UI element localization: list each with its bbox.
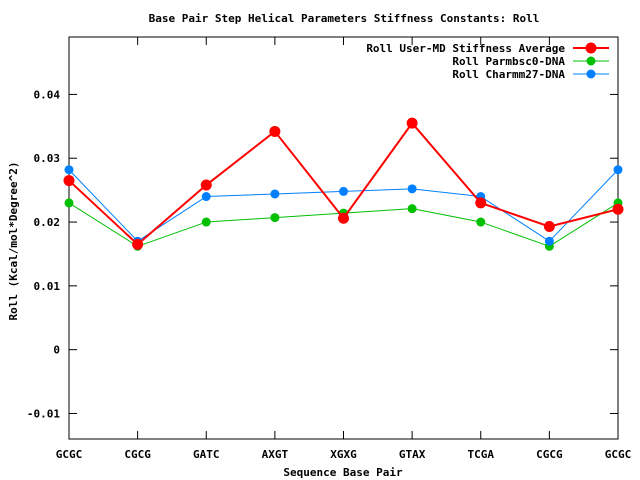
data-point bbox=[613, 165, 623, 175]
x-tick-label: CGCG bbox=[536, 448, 563, 461]
data-point bbox=[269, 125, 281, 137]
series-line bbox=[68, 122, 619, 246]
data-point bbox=[544, 236, 554, 246]
x-tick-label: GTAX bbox=[399, 448, 426, 461]
y-tick-label: -0.01 bbox=[27, 407, 60, 420]
series-layer bbox=[63, 117, 624, 251]
y-tick-label: 0.04 bbox=[34, 88, 61, 101]
x-tick-label: AXGT bbox=[262, 448, 289, 461]
data-point bbox=[476, 217, 486, 227]
data-point bbox=[407, 184, 417, 194]
data-point bbox=[270, 189, 280, 199]
y-ticks: -0.01 0 0.01 0.02 0.03 0.04 bbox=[27, 88, 618, 420]
chart-title: Base Pair Step Helical Parameters Stiffn… bbox=[149, 12, 540, 25]
data-point bbox=[543, 221, 555, 233]
data-point bbox=[407, 204, 417, 214]
x-axis-label: Sequence Base Pair bbox=[283, 466, 403, 479]
y-tick-label: 0 bbox=[53, 344, 60, 357]
data-point bbox=[64, 198, 74, 208]
legend-marker bbox=[586, 69, 596, 79]
data-point bbox=[475, 197, 487, 209]
series-2 bbox=[64, 165, 623, 246]
data-point bbox=[200, 179, 212, 191]
x-tick-label: GATC bbox=[193, 448, 220, 461]
x-tick-label: GCGC bbox=[605, 448, 632, 461]
data-point bbox=[64, 165, 74, 175]
plot-frame bbox=[68, 36, 619, 440]
legend-label: Roll User-MD Stiffness Average bbox=[366, 42, 565, 55]
series-0 bbox=[63, 117, 624, 250]
data-point bbox=[132, 238, 144, 250]
y-tick-label: 0.03 bbox=[34, 152, 61, 165]
legend-label: Roll Parmbsc0-DNA bbox=[452, 55, 565, 68]
x-ticks: GCGC CGCG GATC AXGT XGXG GTAX TCGA CGCG GCGC bbox=[56, 37, 632, 461]
x-tick-label: TCGA bbox=[468, 448, 495, 461]
x-tick-label: CGCG bbox=[124, 448, 151, 461]
x-tick-label: XGXG bbox=[330, 448, 357, 461]
data-point bbox=[339, 186, 348, 196]
data-point bbox=[201, 192, 211, 202]
legend-marker bbox=[586, 56, 596, 66]
data-point bbox=[201, 217, 211, 227]
y-tick-label: 0.02 bbox=[34, 216, 61, 229]
legend-marker bbox=[585, 42, 597, 54]
data-point bbox=[270, 213, 280, 223]
x-tick-label: GCGC bbox=[56, 448, 83, 461]
legend-label: Roll Charmm27-DNA bbox=[452, 68, 565, 81]
series-1 bbox=[64, 198, 623, 251]
y-tick-label: 0.01 bbox=[34, 280, 61, 293]
data-point bbox=[406, 117, 418, 129]
data-point bbox=[63, 175, 75, 187]
data-point bbox=[612, 203, 624, 215]
series-line bbox=[68, 169, 619, 242]
data-point bbox=[338, 212, 349, 224]
y-axis-label: Roll (Kcal/mol*Degree^2) bbox=[7, 162, 20, 321]
